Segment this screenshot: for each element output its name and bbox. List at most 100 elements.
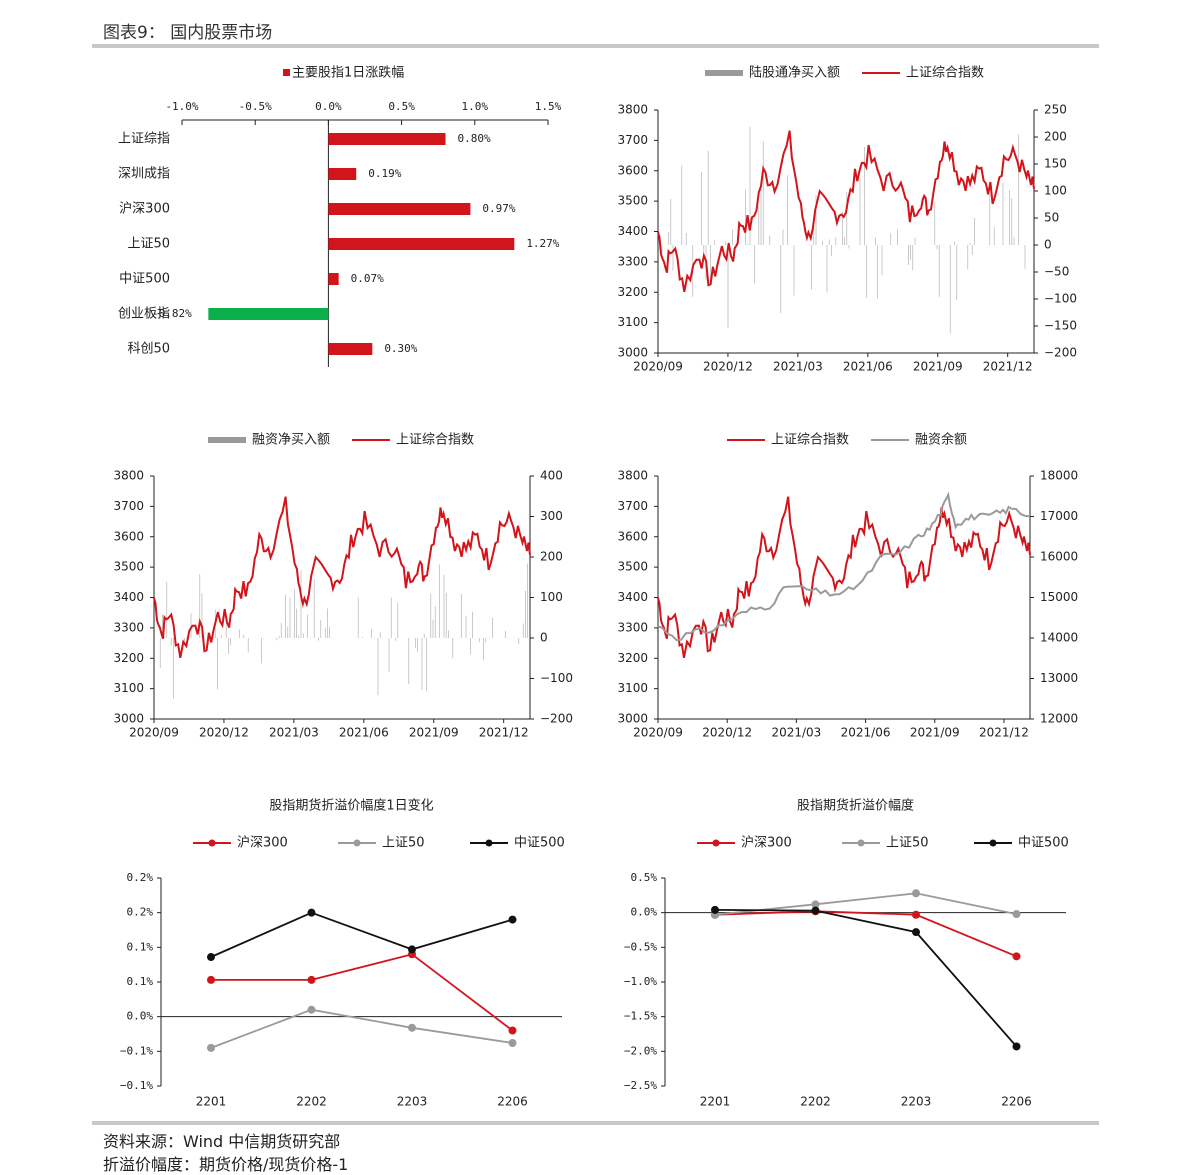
series-line-中证500 bbox=[210, 911, 513, 958]
margin-balance-line bbox=[657, 491, 1031, 642]
legend-marker-basis-change bbox=[485, 839, 493, 847]
y-tick-label-basis-change: −0.1% bbox=[120, 1044, 153, 1057]
legend-swatch-index-change bbox=[283, 69, 290, 76]
left-tick-label-northbound: 3600 bbox=[617, 163, 648, 177]
x-tick-label-margin-balance: 2021/12 bbox=[979, 726, 1029, 740]
x-tick-label-index-change: -0.5% bbox=[239, 100, 272, 113]
x-tick-label-basis-change: 2203 bbox=[397, 1095, 428, 1109]
x-tick-label-margin-balance: 2021/06 bbox=[841, 726, 891, 740]
x-tick-label-margin-flow: 2020/12 bbox=[199, 726, 249, 740]
left-tick-label-northbound: 3000 bbox=[617, 346, 648, 360]
legend-label-margin-flow: 上证综合指数 bbox=[396, 433, 474, 448]
y-tick-label-basis-change: 0.2% bbox=[127, 871, 154, 884]
data-label: 1.27% bbox=[526, 237, 559, 250]
left-tick-label-margin-flow: 3200 bbox=[113, 651, 144, 665]
bar-中证500 bbox=[328, 273, 339, 285]
bar-沪深300 bbox=[328, 203, 471, 215]
right-tick-label-northbound: −100 bbox=[1044, 292, 1077, 306]
legend-label-margin-balance: 上证综合指数 bbox=[771, 433, 849, 448]
left-tick-label-northbound: 3100 bbox=[617, 315, 648, 329]
x-tick-label-northbound: 2021/12 bbox=[983, 360, 1033, 374]
legend-label-basis-level: 沪深300 bbox=[741, 835, 792, 851]
data-point-中证500 bbox=[811, 906, 820, 915]
series-line-上证50 bbox=[714, 892, 1017, 916]
data-point-上证50 bbox=[912, 889, 920, 898]
x-tick-label-margin-balance: 2020/09 bbox=[633, 726, 683, 740]
x-tick-label-margin-flow: 2021/06 bbox=[339, 726, 389, 740]
source-note: 资料来源：Wind 中信期货研究部 bbox=[103, 1132, 341, 1151]
x-tick-label-index-change: -1.0% bbox=[165, 100, 198, 113]
right-tick-label-northbound: −200 bbox=[1044, 346, 1077, 360]
legend-marker-basis-level bbox=[989, 839, 997, 847]
right-tick-label-margin-balance: 14000 bbox=[1040, 631, 1078, 645]
x-tick-label-basis-level: 2203 bbox=[901, 1095, 932, 1109]
category-label: 上证50 bbox=[127, 237, 170, 252]
data-point-沪深300 bbox=[912, 910, 920, 919]
right-tick-label-margin-flow: −200 bbox=[540, 712, 573, 726]
y-tick-label-basis-level: −0.5% bbox=[624, 940, 657, 953]
x-tick-label-index-change: 0.0% bbox=[315, 100, 342, 113]
legend-marker-basis-change bbox=[353, 839, 361, 847]
x-tick-label-margin-flow: 2021/09 bbox=[409, 726, 459, 740]
right-tick-label-northbound: 150 bbox=[1044, 157, 1067, 171]
data-label: -0.82% bbox=[152, 307, 192, 320]
x-tick-label-northbound: 2021/09 bbox=[913, 360, 963, 374]
x-tick-label-margin-balance: 2020/12 bbox=[702, 726, 752, 740]
right-tick-label-margin-flow: 400 bbox=[540, 469, 563, 483]
data-point-上证50 bbox=[408, 1023, 416, 1032]
data-label: 0.19% bbox=[368, 167, 401, 180]
category-label: 中证500 bbox=[119, 272, 170, 287]
x-tick-label-margin-balance: 2021/09 bbox=[910, 726, 960, 740]
x-tick-label-basis-change: 2202 bbox=[296, 1095, 327, 1109]
y-tick-label-basis-level: −2.0% bbox=[624, 1044, 657, 1057]
right-tick-label-margin-balance: 16000 bbox=[1040, 550, 1078, 564]
left-tick-label-northbound: 3300 bbox=[617, 254, 648, 268]
series-line-上证50 bbox=[210, 1008, 513, 1049]
left-tick-label-margin-flow: 3500 bbox=[113, 560, 144, 574]
left-tick-label-margin-flow: 3600 bbox=[113, 529, 144, 543]
index-line-margin-flow bbox=[153, 496, 531, 658]
left-tick-label-margin-balance: 3100 bbox=[617, 681, 648, 695]
left-tick-label-margin-balance: 3700 bbox=[617, 499, 648, 513]
legend-label-basis-change: 上证50 bbox=[382, 836, 425, 851]
bar-上证50 bbox=[328, 238, 515, 250]
left-tick-label-margin-flow: 3700 bbox=[113, 499, 144, 513]
left-tick-label-margin-flow: 3100 bbox=[113, 681, 144, 695]
y-tick-label-basis-change: 0.1% bbox=[127, 940, 154, 953]
x-tick-label-margin-flow: 2021/03 bbox=[269, 726, 319, 740]
right-tick-label-northbound: 200 bbox=[1044, 130, 1067, 144]
data-label: 0.80% bbox=[458, 132, 491, 145]
legend-label-basis-change: 中证500 bbox=[514, 836, 565, 851]
data-point-沪深300 bbox=[207, 975, 215, 984]
figure-title: 图表9： 国内股票市场 bbox=[103, 23, 273, 43]
x-tick-label-margin-balance: 2021/03 bbox=[771, 726, 821, 740]
legend-label-margin-flow: 融资净买入额 bbox=[252, 433, 330, 448]
x-tick-label-basis-change: 2206 bbox=[497, 1095, 528, 1109]
left-tick-label-margin-balance: 3300 bbox=[617, 620, 648, 634]
y-tick-label-basis-change: −0.1% bbox=[120, 1079, 153, 1092]
data-point-上证50 bbox=[811, 900, 820, 909]
x-tick-label-index-change: 1.0% bbox=[462, 100, 489, 113]
right-tick-label-margin-flow: 300 bbox=[540, 509, 563, 523]
right-tick-label-margin-flow: −100 bbox=[540, 671, 573, 685]
data-point-中证500 bbox=[307, 908, 316, 917]
left-tick-label-margin-flow: 3400 bbox=[113, 590, 144, 604]
left-tick-label-margin-balance: 3500 bbox=[617, 560, 648, 574]
index-line-northbound bbox=[657, 130, 1035, 292]
right-tick-label-margin-balance: 15000 bbox=[1040, 590, 1078, 604]
right-tick-label-northbound: −50 bbox=[1044, 265, 1069, 279]
left-tick-label-margin-balance: 3600 bbox=[617, 529, 648, 543]
data-point-中证500 bbox=[912, 928, 920, 937]
x-tick-label-northbound: 2020/09 bbox=[633, 360, 683, 374]
right-tick-label-margin-balance: 17000 bbox=[1040, 509, 1078, 523]
x-tick-label-margin-flow: 2020/09 bbox=[129, 726, 179, 740]
category-label: 科创50 bbox=[127, 342, 170, 357]
legend-label-index-change: 主要股指1日涨跌幅 bbox=[292, 65, 404, 81]
left-tick-label-northbound: 3500 bbox=[617, 194, 648, 208]
x-tick-label-basis-level: 2206 bbox=[1001, 1095, 1032, 1109]
right-tick-label-margin-balance: 13000 bbox=[1040, 671, 1078, 685]
data-point-中证500 bbox=[1012, 1042, 1021, 1051]
left-tick-label-northbound: 3700 bbox=[617, 133, 648, 147]
left-tick-label-margin-balance: 3200 bbox=[617, 651, 648, 665]
series-line-沪深300 bbox=[211, 953, 514, 1032]
